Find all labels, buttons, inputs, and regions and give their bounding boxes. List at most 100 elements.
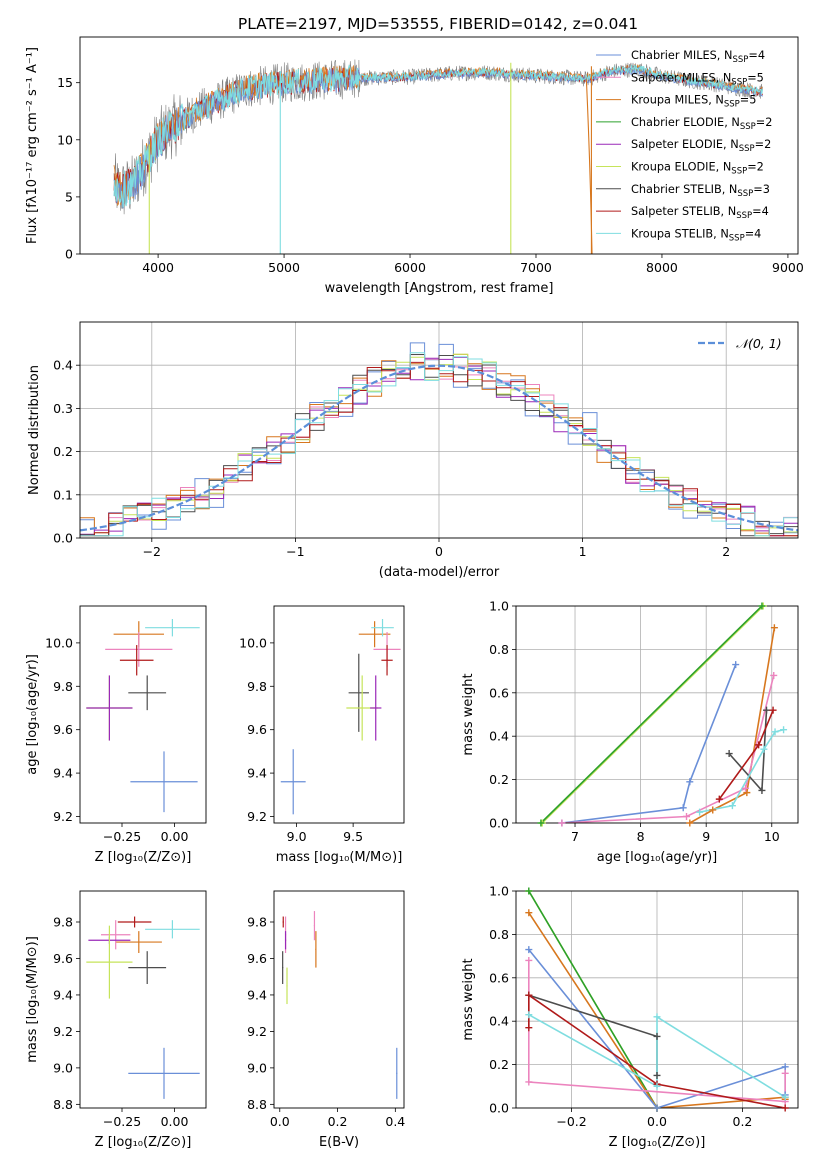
- spectrum-xlabel: wavelength [Angstrom, rest frame]: [325, 281, 554, 296]
- spectrum-legend-label: Chabrier ELODIE, NSSP=2: [631, 116, 772, 132]
- weight-vs-age-ytick-label: 1.0: [489, 599, 509, 614]
- weight-vs-age-series-marker: [760, 745, 768, 753]
- weight-vs-age-ytick-label: 0.2: [489, 772, 509, 787]
- weight-vs-Z-ytick-label: 0.4: [489, 1014, 509, 1029]
- spectrum-drop-curve: [585, 79, 593, 254]
- weight-vs-age-series-marker: [742, 784, 750, 792]
- weight-vs-age-series-marker: [758, 786, 766, 794]
- mass-vs-Z-ytick-label: 9.4: [53, 987, 73, 1002]
- weight-vs-Z-ylabel: mass weight: [461, 958, 476, 1040]
- age-vs-Z-plot-area: [86, 619, 200, 813]
- spectrum-ylabel: Flux [fλ10⁻¹⁷ erg cm⁻² s⁻¹ A⁻¹]: [25, 47, 40, 244]
- weight-vs-Z-xlabel: Z [log₁₀(Z/Z⊙)]: [609, 1135, 706, 1150]
- residuals-ytick-label: 0.4: [53, 358, 73, 373]
- mass-vs-Z-frame: [79, 890, 207, 1109]
- weight-vs-Z-ytick-label: 1.0: [489, 884, 509, 899]
- weight-vs-age-series-marker: [537, 819, 545, 827]
- spectrum-xtick-label: 4000: [142, 260, 174, 275]
- spectrum-ytick-label: 5: [65, 189, 73, 204]
- mass-vs-EBV-xtick-label: 0.4: [385, 1114, 405, 1129]
- age-vs-mass-xtick-label: 9.5: [343, 829, 363, 844]
- mass-vs-Z-ytick-label: 8.8: [53, 1097, 73, 1112]
- weight-vs-age-series-marker: [771, 728, 779, 736]
- weight-vs-age-series-line: [541, 606, 764, 823]
- age-vs-Z-ytick-label: 9.6: [53, 722, 73, 737]
- weight-vs-Z-series-marker: [525, 1011, 533, 1019]
- age-vs-Z-xlabel: Z [log₁₀(Z/Z⊙)]: [95, 850, 192, 865]
- spectrum-xtick-label: 5000: [268, 260, 300, 275]
- spectrum-ytick-label: 0: [65, 247, 73, 262]
- residual-legend-label: 𝒩(0, 1): [736, 336, 782, 351]
- weight-vs-age-ytick-label: 0.0: [489, 816, 509, 831]
- spectrum-legend-label: Salpeter ELODIE, NSSP=2: [631, 138, 771, 154]
- weight-vs-age-xlabel: age [log₁₀(age/yr)]: [597, 850, 718, 865]
- spectrum-frame: [79, 36, 799, 255]
- weight-vs-age-series-marker: [696, 808, 704, 816]
- weight-vs-age-xtick-label: 7: [571, 829, 579, 844]
- weight-vs-age-ytick-label: 0.8: [489, 642, 509, 657]
- spectrum-ytick-label: 10: [57, 132, 73, 147]
- weight-vs-Z-series-marker: [525, 991, 533, 999]
- weight-vs-Z-ytick-label: 0.2: [489, 1057, 509, 1072]
- age-vs-mass-ytick-label: 9.4: [247, 766, 267, 781]
- mass-vs-Z-ytick-label: 9.8: [53, 915, 73, 930]
- spectrum-xtick-label: 6000: [394, 260, 426, 275]
- weight-vs-age-series-marker: [709, 806, 717, 814]
- weight-vs-Z-series-line: [528, 994, 658, 1076]
- residuals-xtick-label: 0: [435, 544, 443, 559]
- age-vs-Z-xtick-label: −0.25: [103, 829, 141, 844]
- mass-vs-EBV-xtick-label: 0.0: [270, 1114, 290, 1129]
- weight-vs-Z-series-marker: [525, 946, 533, 954]
- weight-vs-Z-series-marker: [781, 1063, 789, 1071]
- spectrum-ytick-label: 15: [57, 75, 73, 90]
- spectrum-legend-label: Kroupa MILES, NSSP=5: [631, 94, 756, 110]
- weight-vs-age-series-line: [561, 664, 737, 823]
- weight-vs-age-series-marker: [763, 706, 771, 714]
- weight-vs-Z-xtick-label: 0.2: [733, 1114, 753, 1129]
- spectrum-legend-label: Chabrier MILES, NSSP=4: [631, 49, 765, 65]
- weight-vs-Z-series-line: [528, 1014, 786, 1098]
- figure-title: PLATE=2197, MJD=53555, FIBERID=0142, z=0…: [238, 15, 638, 33]
- weight-vs-Z-series-marker: [781, 1104, 789, 1112]
- age-vs-Z-ytick-label: 9.2: [53, 809, 73, 824]
- residuals-xtick-label: −2: [143, 544, 161, 559]
- spectrum-legend-label: Chabrier STELIB, NSSP=3: [631, 183, 770, 199]
- age-vs-mass-ytick-label: 9.8: [247, 679, 267, 694]
- residuals-ytick-label: 0.2: [53, 444, 73, 459]
- residuals-ytick-label: 0.1: [53, 487, 73, 502]
- spectrum-xtick-label: 8000: [646, 260, 678, 275]
- weight-vs-age-series-marker: [758, 602, 766, 610]
- mass-vs-Z-xtick-label: 0.00: [161, 1114, 189, 1129]
- weight-vs-Z-series-marker: [653, 1032, 661, 1040]
- weight-vs-age-series-line: [540, 606, 763, 823]
- spectrum-xtick-label: 9000: [772, 260, 804, 275]
- mass-vs-EBV-ytick-label: 9.0: [247, 1060, 267, 1075]
- weight-vs-age-series-marker: [558, 819, 566, 827]
- mass-vs-Z-plot-area: [86, 916, 200, 1099]
- mass-vs-Z-ytick-label: 9.0: [53, 1060, 73, 1075]
- weight-vs-Z-panel: −0.2 0.0 0.2 0.0 0.2 0.4 0.6 0.8 1.0 Z [log₁₀(Z/Z…: [461, 884, 799, 1150]
- mass-vs-EBV-xlabel: E(B-V): [319, 1135, 359, 1150]
- residuals-plot-area: [80, 322, 798, 538]
- age-vs-mass-ytick-label: 9.6: [247, 722, 267, 737]
- weight-vs-age-series-marker: [769, 706, 777, 714]
- weight-vs-age-series-marker: [780, 726, 788, 734]
- age-vs-mass-plot-area: [280, 619, 401, 815]
- weight-vs-Z-xtick-label: −0.2: [556, 1114, 586, 1129]
- weight-vs-age-series-marker: [732, 661, 740, 669]
- weight-vs-Z-series-marker: [525, 887, 533, 895]
- mass-vs-EBV-xtick-label: 0.2: [328, 1114, 348, 1129]
- mass-vs-EBV-ytick-label: 9.6: [247, 951, 267, 966]
- mass-vs-Z-ytick-label: 9.2: [53, 1024, 73, 1039]
- mass-vs-Z-xlabel: Z [log₁₀(Z/Z⊙)]: [95, 1135, 192, 1150]
- weight-vs-Z-ytick-label: 0.0: [489, 1101, 509, 1116]
- weight-vs-Z-series-marker: [781, 1069, 789, 1077]
- spectrum-panel: 4000 5000 6000 7000 8000 9000 0 5 10 15 wavelength…: [25, 36, 804, 296]
- spectrum-legend-label: Salpeter STELIB, NSSP=4: [631, 205, 769, 221]
- weight-vs-age-series-marker: [686, 819, 694, 827]
- age-vs-mass-ytick-label: 10.0: [239, 635, 267, 650]
- mass-vs-EBV-ytick-label: 9.4: [247, 987, 267, 1002]
- weight-vs-Z-series-marker: [525, 1078, 533, 1086]
- weight-vs-age-series-marker: [755, 741, 763, 749]
